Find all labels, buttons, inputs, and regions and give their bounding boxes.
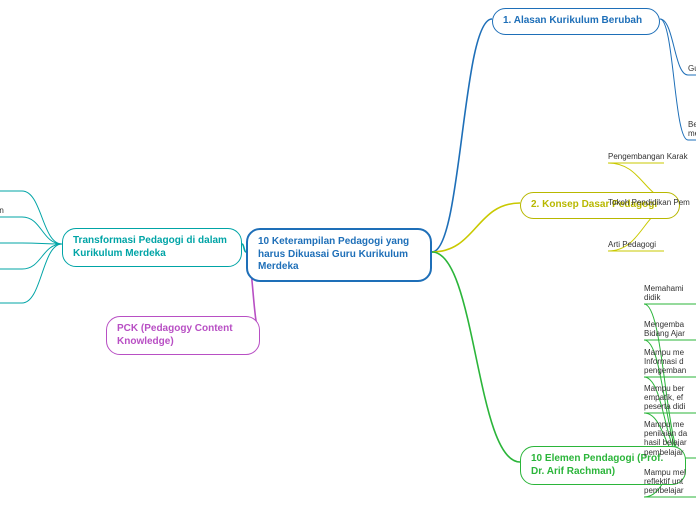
leaf-label: Memahamididik [644,284,684,302]
leaf-label: Belme [688,120,696,138]
leaf-label: Mampu meInformasi dpengemban [644,348,686,376]
leaf-label: Arti Pedagogi [608,240,656,249]
leaf-label: Pengembangan Karak [608,152,688,161]
leaf-label: Tokoh Pendidikan Pem [608,198,690,207]
leaf-label: asi Konten [0,206,4,215]
branch-node[interactable]: PCK (Pedagogy Content Knowledge) [106,316,260,355]
leaf-label: Mampu mepenilaian dahasil belajarpembela… [644,420,687,457]
branch-node[interactable]: Transformasi Pedagogi di dalam Kurikulum… [62,228,242,267]
center-node[interactable]: 10 Keterampilan Pedagogi yang harus Diku… [246,228,432,282]
leaf-label: Mampu melreflektif untpembelajar [644,468,686,496]
leaf-label: MengembaBidang Ajar [644,320,685,338]
leaf-label: Mampu berempatik, efpeserta didi [644,384,685,412]
branch-node[interactable]: 1. Alasan Kurikulum Berubah [492,8,660,35]
leaf-label: Gu [688,64,696,73]
